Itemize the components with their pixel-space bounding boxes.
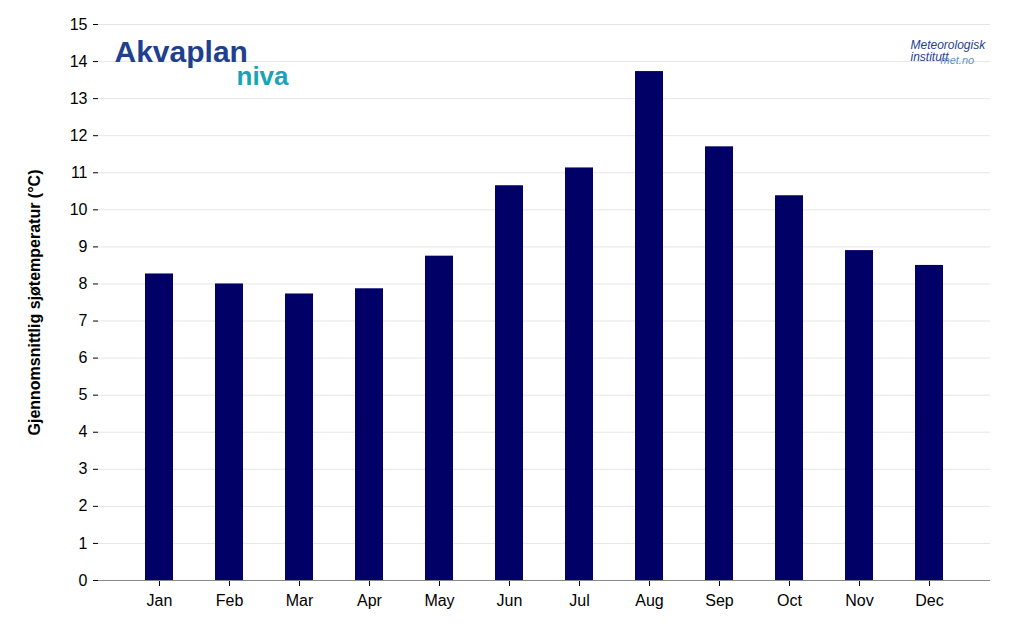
svg-text:8: 8 — [79, 275, 88, 292]
svg-text:1: 1 — [79, 535, 88, 552]
svg-text:met.no: met.no — [941, 54, 975, 66]
svg-text:11: 11 — [71, 164, 88, 181]
svg-text:Jan: Jan — [147, 592, 173, 609]
svg-text:9: 9 — [79, 238, 88, 255]
svg-text:Mar: Mar — [286, 592, 314, 609]
svg-text:Gjennomsnittlig sjøtemperatur: Gjennomsnittlig sjøtemperatur (°C) — [26, 170, 43, 436]
svg-text:6: 6 — [79, 349, 88, 366]
svg-text:Sep: Sep — [705, 592, 734, 609]
svg-text:14: 14 — [70, 53, 88, 70]
svg-text:15: 15 — [70, 16, 88, 33]
svg-text:Jul: Jul — [569, 592, 589, 609]
svg-text:Feb: Feb — [216, 592, 244, 609]
svg-text:0: 0 — [79, 572, 88, 589]
svg-text:Akvaplan: Akvaplan — [115, 35, 248, 68]
svg-text:Apr: Apr — [357, 592, 383, 609]
svg-text:12: 12 — [70, 127, 88, 144]
svg-text:Jun: Jun — [497, 592, 523, 609]
svg-text:2: 2 — [79, 497, 88, 514]
svg-text:Aug: Aug — [635, 592, 663, 609]
svg-text:May: May — [424, 592, 454, 609]
html-text:Meteorologisk: Meteorologisk — [910, 38, 986, 52]
svg-text:3: 3 — [79, 460, 88, 477]
svg-text:13: 13 — [70, 90, 88, 107]
svg-text:5: 5 — [79, 386, 88, 403]
svg-text:Dec: Dec — [915, 592, 943, 609]
svg-text:7: 7 — [79, 312, 88, 329]
svg-text:Nov: Nov — [845, 592, 873, 609]
svg-text:4: 4 — [79, 423, 88, 440]
svg-text:Oct: Oct — [777, 592, 802, 609]
svg-text:10: 10 — [70, 201, 88, 218]
svg-text:niva: niva — [237, 61, 290, 91]
html-text:institutt: institutt — [910, 50, 949, 64]
